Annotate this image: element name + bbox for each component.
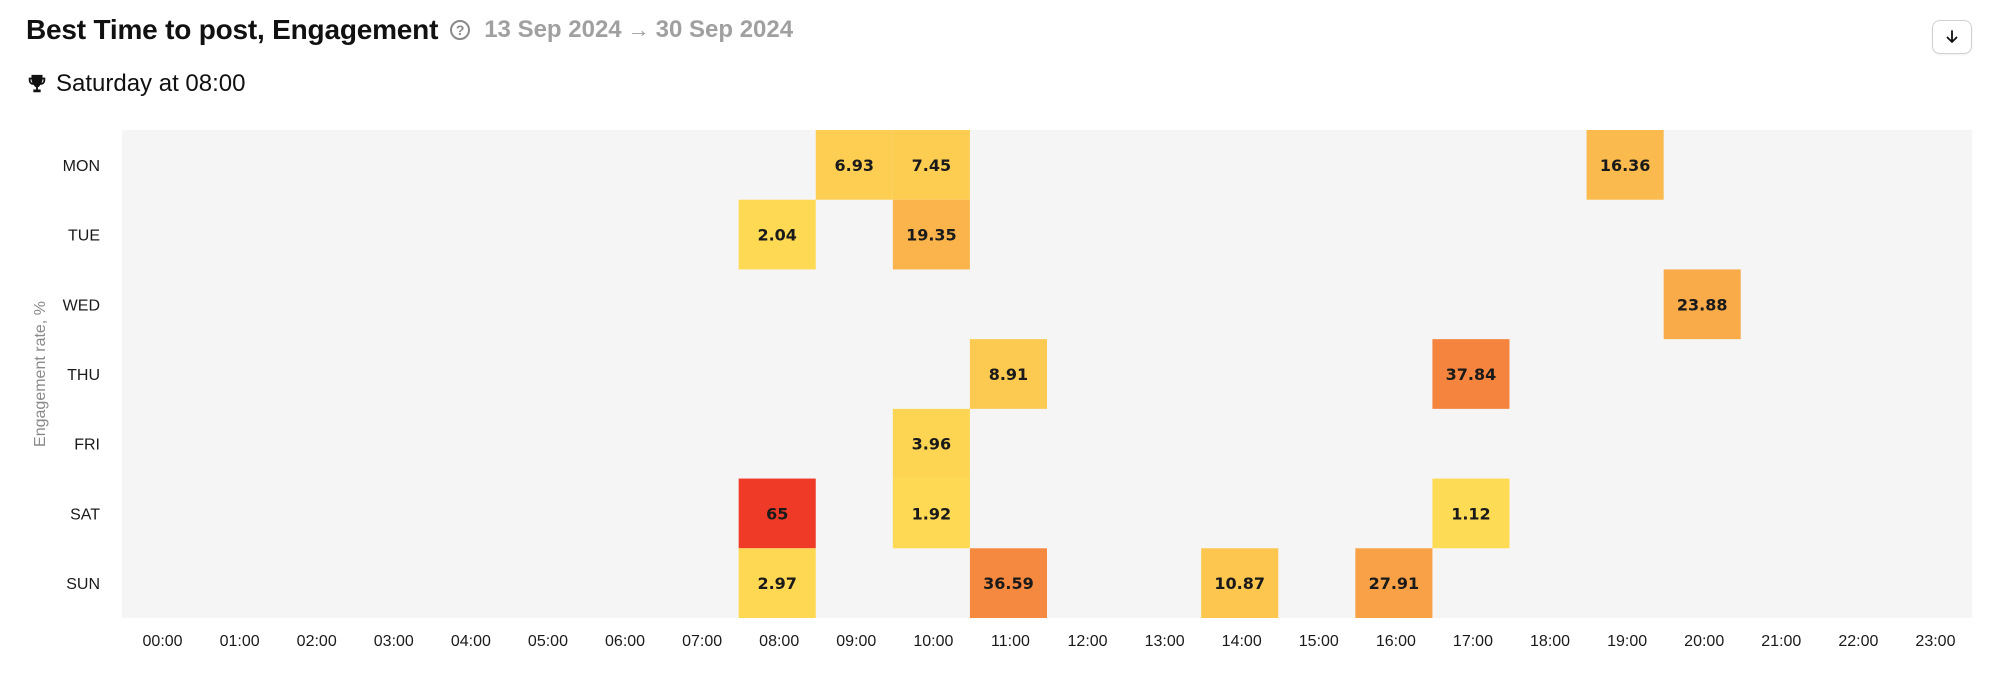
chart-header: Best Time to post, Engagement ? 13 Sep 2… <box>26 14 793 46</box>
x-tick-label: 10:00 <box>913 633 953 650</box>
heatmap-cell[interactable] <box>738 199 816 270</box>
heatmap-cell[interactable] <box>1201 548 1279 618</box>
y-tick-label: FRI <box>74 437 100 454</box>
x-tick-label: 02:00 <box>297 633 337 650</box>
x-tick-label: 12:00 <box>1068 633 1108 650</box>
cell-value-label: 3.96 <box>912 435 951 454</box>
cell-value-label: 65 <box>766 504 788 523</box>
x-tick-label: 21:00 <box>1761 633 1801 650</box>
heatmap-cell[interactable] <box>892 408 970 479</box>
x-tick-label: 03:00 <box>374 633 414 650</box>
cell-value-label: 16.36 <box>1600 156 1651 175</box>
x-tick-label: 16:00 <box>1376 633 1416 650</box>
cell-value-label: 10.87 <box>1214 574 1265 593</box>
arrow-right-icon: → <box>627 17 650 42</box>
x-tick-label: 20:00 <box>1684 633 1724 650</box>
heatmap-cell[interactable] <box>969 339 1047 409</box>
best-time-label: Saturday at 08:00 <box>56 70 246 97</box>
date-start: 13 Sep 2024 <box>484 16 622 43</box>
heatmap-cell[interactable] <box>738 548 816 618</box>
x-tick-label: 22:00 <box>1838 633 1878 650</box>
heatmap-cell[interactable] <box>1355 548 1433 618</box>
y-tick-label: MON <box>63 158 100 175</box>
heatmap-cell[interactable] <box>1432 339 1510 409</box>
x-tick-label: 18:00 <box>1530 633 1570 650</box>
date-end: 30 Sep 2024 <box>655 16 794 43</box>
y-axis-title: Engagement rate, % <box>32 301 49 447</box>
x-tick-label: 01:00 <box>220 633 260 650</box>
y-tick-label: TUE <box>68 228 100 245</box>
x-tick-label: 13:00 <box>1145 633 1185 650</box>
x-tick-label: 07:00 <box>682 633 722 650</box>
cell-value-label: 19.35 <box>906 226 957 245</box>
cell-value-label: 2.97 <box>757 574 796 593</box>
heatmap-cell[interactable] <box>1586 130 1664 200</box>
x-tick-label: 09:00 <box>836 633 876 650</box>
y-tick-label: WED <box>63 297 100 314</box>
best-time: Saturday at 08:00 <box>26 70 245 98</box>
chart-title: Best Time to post, Engagement <box>26 14 439 45</box>
cell-value-label: 6.93 <box>835 156 874 175</box>
cell-value-label: 1.92 <box>912 504 951 523</box>
x-tick-label: 06:00 <box>605 633 645 650</box>
heatmap-cell[interactable] <box>892 478 970 549</box>
x-tick-label: 15:00 <box>1299 633 1339 650</box>
y-tick-label: THU <box>67 367 100 384</box>
x-tick-label: 11:00 <box>991 633 1030 650</box>
x-tick-label: 17:00 <box>1453 633 1493 650</box>
cell-value-label: 36.59 <box>983 574 1034 593</box>
cell-value-label: 8.91 <box>989 365 1028 384</box>
heatmap-cell[interactable] <box>969 548 1047 618</box>
heatmap-cell[interactable] <box>892 130 970 200</box>
x-tick-label: 23:00 <box>1915 633 1955 650</box>
heatmap-cell[interactable] <box>1432 478 1510 549</box>
date-range: 13 Sep 2024 → 30 Sep 2024 <box>484 16 793 44</box>
x-tick-label: 19:00 <box>1607 633 1647 650</box>
question-circle-icon[interactable]: ? <box>450 20 471 40</box>
trophy-icon <box>28 74 46 93</box>
cell-value-label: 2.04 <box>757 226 796 245</box>
cell-value-label: 7.45 <box>912 156 951 175</box>
heatmap-cell[interactable] <box>1663 269 1741 340</box>
cell-value-label: 27.91 <box>1369 574 1420 593</box>
cell-value-label: 1.12 <box>1451 504 1490 523</box>
cell-value-label: 37.84 <box>1446 365 1497 384</box>
x-tick-label: 00:00 <box>143 633 183 650</box>
x-tick-label: 14:00 <box>1222 633 1262 650</box>
heatmap-cell[interactable] <box>738 478 816 549</box>
y-tick-label: SAT <box>70 506 100 523</box>
download-button[interactable] <box>1932 20 1972 54</box>
heatmap-cell[interactable] <box>892 199 970 270</box>
arrow-down-icon <box>1946 30 1958 43</box>
y-tick-label: SUN <box>66 576 100 593</box>
x-tick-label: 08:00 <box>759 633 799 650</box>
x-tick-label: 05:00 <box>528 633 568 650</box>
x-tick-label: 04:00 <box>451 633 491 650</box>
heatmap-cell[interactable] <box>815 130 893 200</box>
cell-value-label: 23.88 <box>1677 295 1728 314</box>
